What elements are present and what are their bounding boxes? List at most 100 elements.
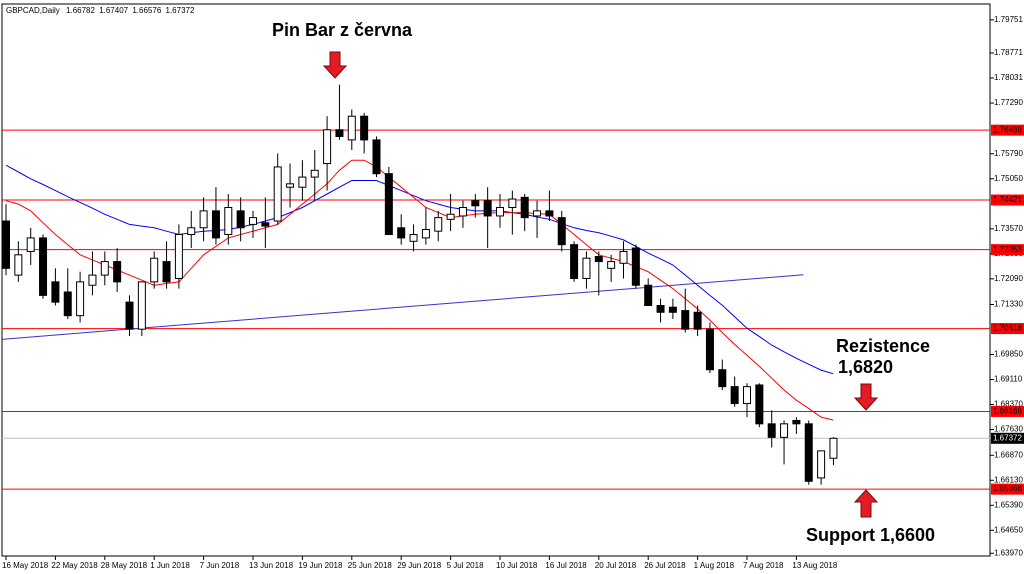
- candle-body: [211, 210, 220, 239]
- candle-body: [434, 217, 443, 232]
- x-tick-label: 28 May 2018: [101, 561, 148, 570]
- candle-body: [2, 220, 10, 269]
- candle-body: [693, 311, 702, 330]
- arrow-up: [853, 489, 879, 518]
- y-tick-label: 1.75050: [994, 174, 1023, 183]
- candle-body: [360, 115, 369, 141]
- candle-body: [829, 437, 838, 459]
- y-tick-label: 1.78031: [994, 73, 1023, 82]
- candle-body: [570, 244, 579, 279]
- candle-body: [372, 139, 381, 175]
- y-tick-label: 1.79751: [994, 15, 1023, 24]
- candle-body: [446, 213, 455, 220]
- candle-body: [347, 115, 356, 141]
- y-tick-label: 1.65390: [994, 500, 1023, 509]
- x-tick-label: 1 Jun 2018: [150, 561, 190, 570]
- candle-body: [545, 210, 554, 217]
- level-label-bg: [991, 323, 1024, 335]
- candle-body: [187, 227, 196, 236]
- candle-body: [780, 423, 789, 438]
- candle-body: [174, 234, 183, 279]
- annotation: 1,6820: [838, 357, 893, 377]
- y-tick-label: 1.67630: [994, 425, 1023, 434]
- candle-body: [384, 173, 393, 236]
- level-label-bg: [991, 244, 1024, 256]
- candle-body: [286, 183, 295, 188]
- candle-body: [520, 196, 529, 219]
- annotation: Support 1,6600: [806, 525, 935, 545]
- y-tick-label: 1.75790: [994, 149, 1023, 158]
- candle-body: [730, 386, 739, 405]
- candle-body: [817, 450, 826, 479]
- candle-body: [743, 386, 751, 405]
- candle-body: [76, 281, 85, 317]
- candle-body: [39, 237, 48, 296]
- level-label: 1.74421: [993, 195, 1022, 204]
- y-tick-label: 1.69850: [994, 350, 1023, 359]
- ma-line: [5, 159, 834, 421]
- candle-body: [668, 306, 677, 313]
- x-tick-label: 25 Jun 2018: [348, 561, 393, 570]
- candle-body: [607, 261, 616, 269]
- candle-body: [496, 206, 504, 217]
- annotation: Pin Bar z června: [272, 20, 413, 40]
- candle-body: [26, 237, 35, 252]
- candle-body: [249, 217, 257, 225]
- level-label-bg: [991, 124, 1024, 136]
- candle-body: [681, 310, 690, 330]
- candle-body: [656, 305, 665, 313]
- x-tick-label: 10 Jul 2018: [496, 561, 538, 570]
- x-tick-label: 22 May 2018: [51, 561, 98, 570]
- y-tick-label: 1.77290: [994, 98, 1023, 107]
- y-tick-label: 1.68370: [994, 400, 1023, 409]
- candle-body: [63, 291, 72, 317]
- candle-body: [471, 200, 480, 207]
- level-label: 1.76488: [993, 125, 1022, 134]
- y-tick-label: 1.78771: [994, 48, 1023, 57]
- arrow-down: [322, 51, 348, 79]
- ma-line: [5, 164, 834, 375]
- candle-body: [100, 261, 109, 276]
- candle-body: [397, 227, 406, 239]
- x-tick-label: 13 Aug 2018: [792, 561, 837, 570]
- candle-body: [14, 254, 23, 276]
- candle-body: [619, 250, 628, 264]
- x-tick-label: 26 Jul 2018: [644, 561, 686, 570]
- level-label: 1.72953: [993, 245, 1022, 254]
- x-tick-label: 7 Aug 2018: [743, 561, 784, 570]
- symbol: GBPCAD,Daily: [6, 6, 60, 15]
- last-price-bg: [991, 432, 1024, 444]
- candle-body: [631, 247, 640, 286]
- x-tick-label: 5 Jul 2018: [447, 561, 484, 570]
- last-price-label: 1.67372: [993, 433, 1022, 442]
- x-tick-label: 29 Jun 2018: [397, 561, 442, 570]
- candle-body: [298, 176, 307, 188]
- candle-body: [273, 166, 282, 222]
- plot-layer: [1, 84, 838, 485]
- level-label-bg: [991, 483, 1024, 495]
- x-tick-label: 13 Jun 2018: [249, 561, 294, 570]
- candle-body: [335, 129, 344, 138]
- candle-body: [199, 210, 208, 229]
- level-label: 1.68166: [993, 407, 1022, 416]
- level-label: 1.70618: [993, 324, 1022, 333]
- header: GBPCAD,Daily 1.66782 1.67407 1.66576 1.6…: [6, 6, 195, 15]
- candle-body: [224, 206, 233, 236]
- candle-body: [594, 256, 603, 263]
- candle-body: [458, 206, 467, 217]
- candle-body: [150, 257, 159, 283]
- y-tick-label: 1.69110: [994, 375, 1023, 384]
- x-tick-label: 1 Aug 2018: [694, 561, 735, 570]
- x-tick-label: 7 Jun 2018: [200, 561, 240, 570]
- candle-body: [137, 281, 146, 330]
- header-close: 1.67372: [166, 6, 195, 15]
- candle-body: [483, 200, 492, 217]
- candle-body: [705, 328, 714, 371]
- candle-body: [792, 419, 801, 425]
- candle-body: [236, 210, 245, 229]
- candle-body: [718, 369, 727, 388]
- candle-body: [421, 228, 430, 239]
- y-tick-label: 1.72090: [994, 274, 1023, 283]
